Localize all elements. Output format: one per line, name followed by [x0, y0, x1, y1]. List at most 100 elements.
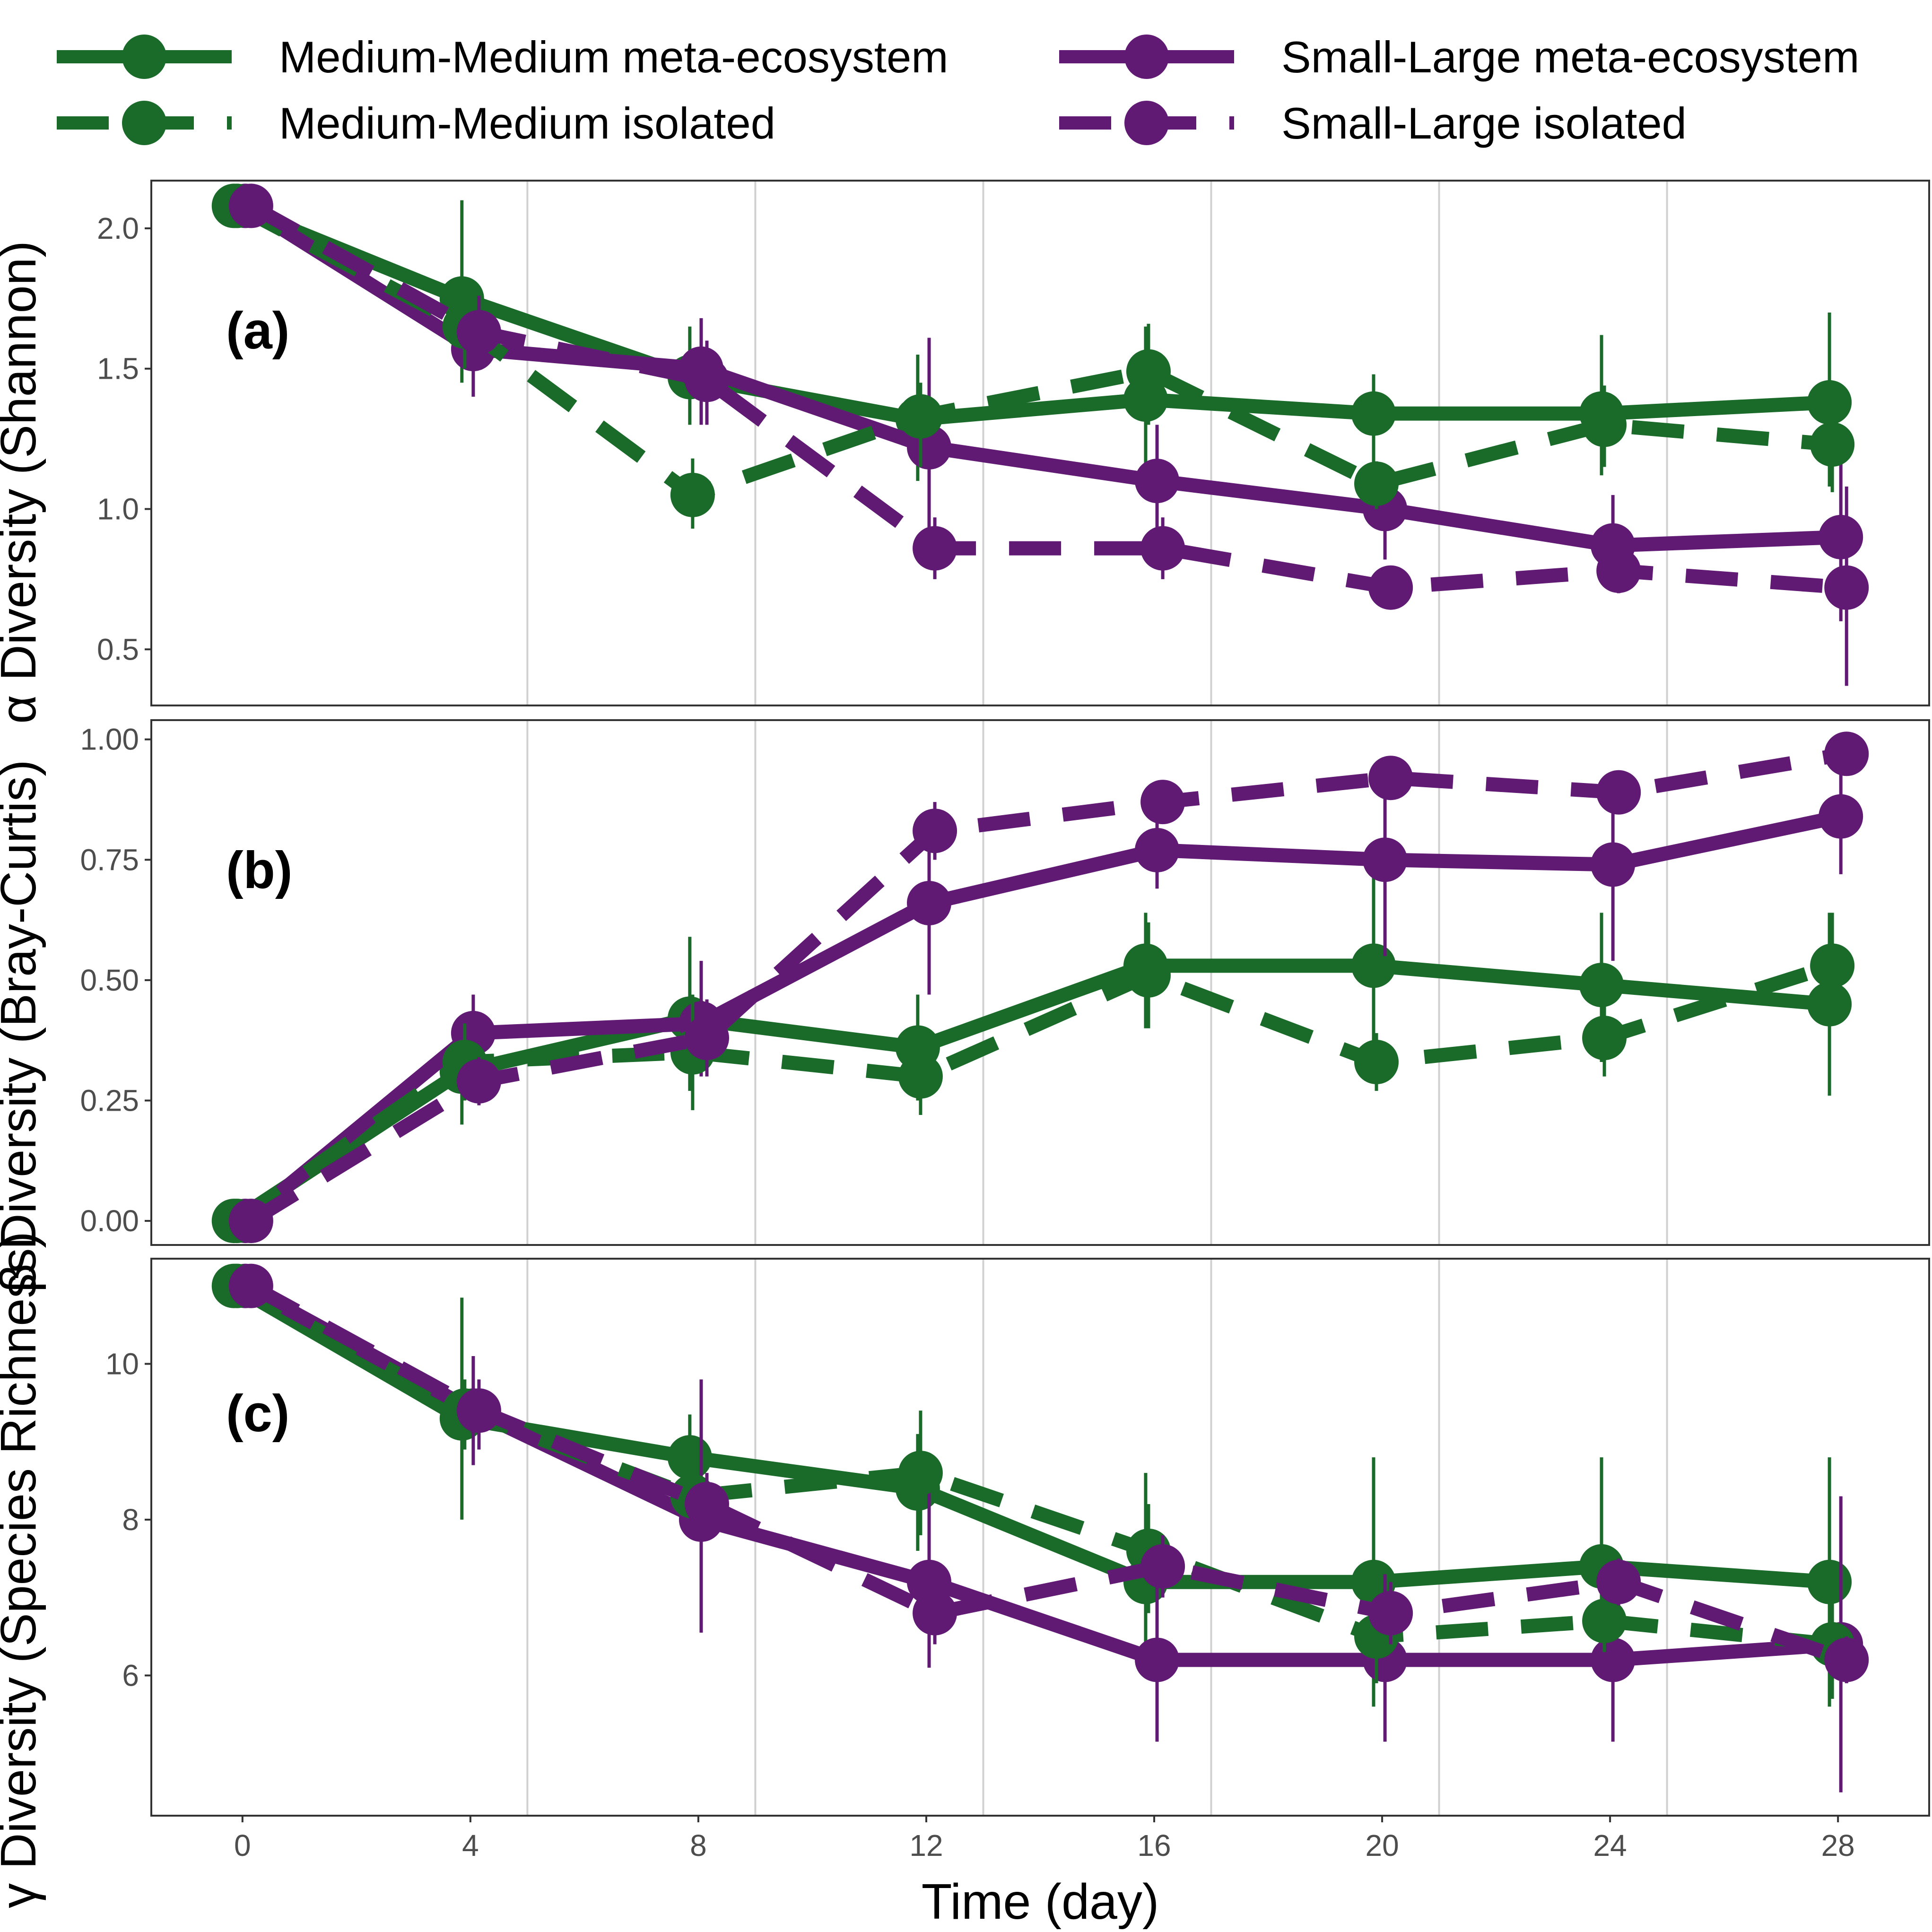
- y-tick-label: 6: [122, 1658, 139, 1692]
- panel-frame: [150, 719, 1930, 1246]
- legend-label-sl-meta: Small-Large meta-ecosystem: [1281, 32, 1859, 82]
- data-point-sl-iso: [1368, 756, 1413, 801]
- data-point-sl-iso: [1140, 526, 1185, 571]
- data-point-sl-iso: [228, 1199, 273, 1244]
- y-axis-title-b: β Diversity (Bray-Curtis): [0, 760, 46, 1293]
- y-tick-label: 0.5: [97, 632, 139, 666]
- data-point-sl-iso: [1596, 548, 1641, 593]
- data-point-sl-iso: [913, 1591, 957, 1636]
- series-line-sl-iso: [247, 1279, 1849, 1667]
- legend-entry-mm-meta: Medium-Medium meta-ecosystem: [57, 32, 949, 82]
- y-tick-label: 0.25: [80, 1083, 139, 1117]
- series-line-sl-meta: [241, 809, 1843, 1227]
- data-point-sl-iso: [685, 1016, 729, 1061]
- y-axis-titles: α Diversity (Shannon) β Diversity (Bray-…: [0, 241, 46, 1908]
- panel-1: 0.00 0.25 0.50 0.75 1.00 (b): [80, 719, 1930, 1246]
- series-line-mm-meta: [231, 199, 1830, 426]
- data-point-mm-meta: [1579, 963, 1624, 1008]
- y-tick-label: 8: [122, 1503, 139, 1537]
- x-tick-label: 12: [909, 1828, 943, 1862]
- data-point-mm-iso: [898, 1451, 943, 1496]
- data-point-mm-meta: [1807, 380, 1852, 425]
- panel-background: [151, 720, 1929, 1245]
- panel-frame: [150, 180, 1930, 706]
- data-point-sl-iso: [1824, 1637, 1869, 1682]
- data-point-mm-iso: [1354, 461, 1399, 506]
- data-point-mm-iso: [1582, 402, 1627, 447]
- data-point-sl-meta: [1135, 1637, 1180, 1682]
- y-tick-label: 1.0: [97, 492, 139, 526]
- data-point-sl-iso: [1596, 1559, 1641, 1604]
- chart-legend: Medium-Medium meta-ecosystem Small-Large…: [57, 32, 1859, 148]
- data-point-mm-iso: [898, 1054, 943, 1099]
- legend-swatch-point-sl-meta: [1124, 35, 1169, 79]
- y-tick-label: 2.0: [97, 211, 139, 245]
- data-point-sl-meta: [1363, 837, 1408, 882]
- y-tick-label: 10: [105, 1347, 139, 1381]
- data-point-mm-meta: [1351, 943, 1396, 988]
- data-point-mm-meta: [1351, 391, 1396, 436]
- data-point-mm-iso: [1810, 943, 1855, 988]
- series-line-mm-iso: [233, 200, 1833, 502]
- data-point-mm-iso: [670, 472, 715, 517]
- plot-area: 0.5 1.0 1.5 2.0 (a) 0.00 0.25 0.50 0.75 1.00 (b) 6 8…: [80, 180, 1930, 1862]
- series-line-sl-iso: [247, 200, 1847, 595]
- data-point-sl-iso: [228, 1263, 273, 1308]
- data-point-sl-iso: [913, 809, 957, 853]
- y-axis-title-c: γ Diversity (Species Richness): [0, 1231, 46, 1908]
- x-tick-label: 4: [462, 1828, 479, 1862]
- data-point-sl-meta: [1135, 459, 1180, 504]
- data-point-mm-iso: [1126, 953, 1171, 998]
- legend-label-mm-iso: Medium-Medium isolated: [279, 98, 775, 148]
- data-point-sl-meta: [907, 880, 951, 925]
- data-point-mm-meta: [1807, 1559, 1852, 1604]
- data-point-sl-iso: [1824, 731, 1869, 776]
- x-tick-label: 8: [690, 1828, 707, 1862]
- x-tick-label: 16: [1137, 1828, 1171, 1862]
- data-point-mm-iso: [1582, 1016, 1627, 1061]
- data-point-sl-iso: [1368, 565, 1413, 610]
- panel-tag: (b): [226, 841, 292, 899]
- data-point-sl-meta: [1819, 794, 1863, 839]
- x-axis-title: Time (day): [922, 1874, 1159, 1930]
- data-point-mm-iso: [898, 394, 943, 439]
- data-point-sl-iso: [456, 1388, 501, 1433]
- legend-swatch-point-mm-meta: [122, 35, 166, 79]
- data-point-mm-meta: [667, 1435, 712, 1480]
- x-tick-label: 24: [1593, 1828, 1627, 1862]
- data-point-sl-iso: [456, 1059, 501, 1104]
- x-tick-label: 0: [234, 1828, 251, 1862]
- panel-0: 0.5 1.0 1.5 2.0 (a): [97, 180, 1930, 706]
- y-axis-title-a: α Diversity (Shannon): [0, 241, 46, 724]
- data-point-sl-iso: [1368, 1591, 1413, 1636]
- data-point-mm-iso: [1126, 349, 1171, 394]
- legend-swatch-point-mm-iso: [122, 101, 166, 145]
- panel-frame: [150, 1258, 1930, 1817]
- y-tick-label: 1.5: [97, 352, 139, 386]
- data-point-mm-iso: [1354, 1040, 1399, 1085]
- data-point-sl-meta: [1819, 514, 1863, 559]
- panel-tag: (a): [226, 302, 289, 360]
- data-point-mm-meta: [1807, 982, 1852, 1027]
- data-point-mm-iso: [1810, 422, 1855, 467]
- data-point-sl-iso: [913, 526, 957, 571]
- x-tick-label: 28: [1821, 1828, 1855, 1862]
- series-line-sl-meta: [241, 200, 1841, 553]
- data-point-sl-meta: [1135, 827, 1180, 872]
- legend-entry-sl-meta: Small-Large meta-ecosystem: [1059, 32, 1859, 82]
- series-line-mm-iso: [233, 959, 1835, 1227]
- data-point-sl-meta: [1591, 1637, 1636, 1682]
- data-point-sl-iso: [1596, 770, 1641, 815]
- panel-background: [151, 181, 1929, 705]
- y-tick-label: 1.00: [80, 722, 139, 757]
- panel-tag: (c): [226, 1384, 289, 1443]
- y-tick-label: 0.00: [80, 1204, 139, 1238]
- data-point-sl-iso: [685, 357, 729, 402]
- data-point-mm-iso: [1582, 1599, 1627, 1644]
- legend-label-mm-meta: Medium-Medium meta-ecosystem: [279, 32, 949, 82]
- legend-entry-mm-iso: Medium-Medium isolated: [57, 98, 775, 148]
- data-point-sl-iso: [685, 1481, 729, 1526]
- data-point-sl-iso: [228, 183, 273, 228]
- data-point-sl-iso: [1140, 1544, 1185, 1589]
